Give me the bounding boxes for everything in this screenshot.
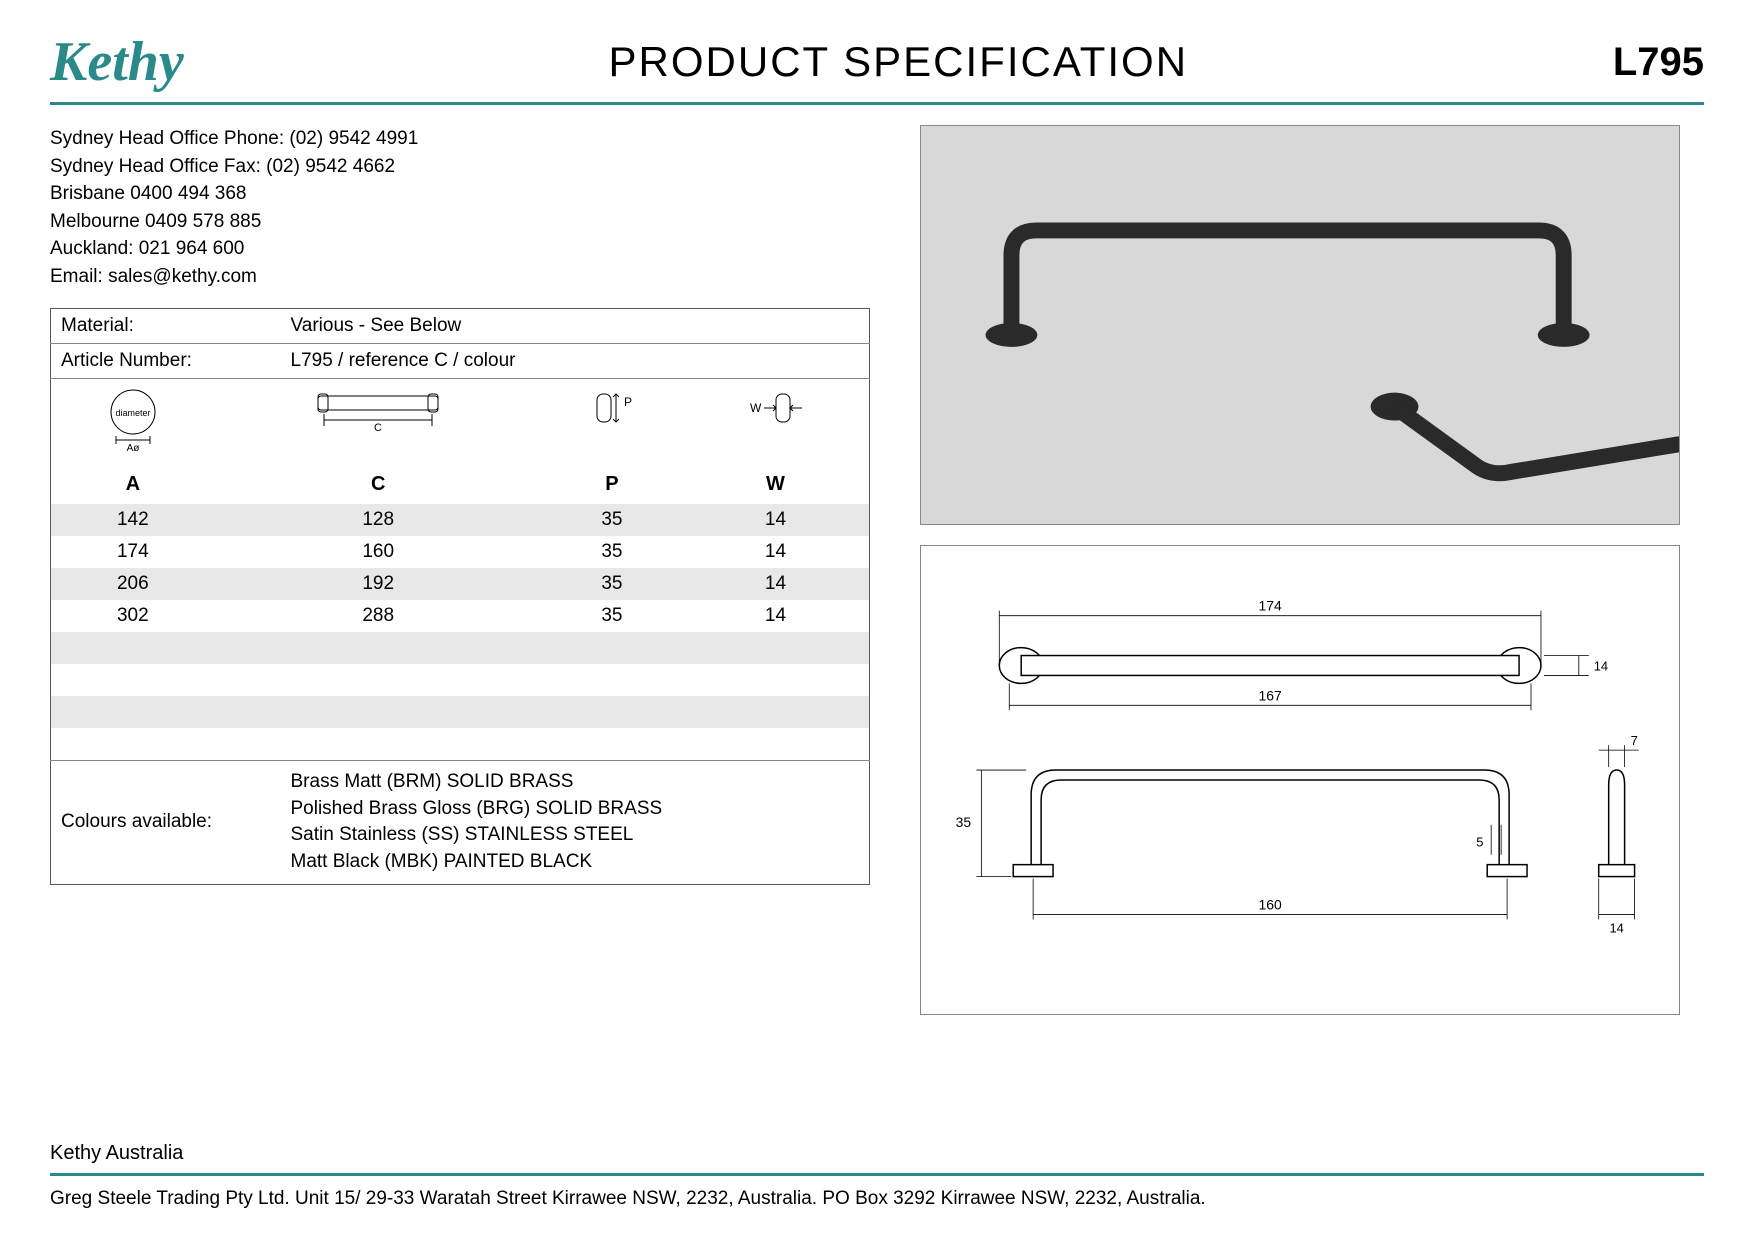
cell: 14: [682, 568, 869, 600]
cell: 174: [51, 536, 215, 568]
colour-option: Matt Black (MBK) PAINTED BLACK: [291, 849, 860, 876]
svg-text:14: 14: [1609, 920, 1623, 935]
cell: 288: [215, 600, 542, 632]
cell: 35: [542, 600, 682, 632]
svg-text:174: 174: [1258, 598, 1282, 614]
cell: 35: [542, 568, 682, 600]
cell: 14: [682, 504, 869, 536]
svg-text:Aø: Aø: [126, 443, 139, 454]
svg-text:14: 14: [1594, 658, 1608, 673]
spec-table: Material: Various - See Below Article Nu…: [50, 308, 870, 884]
cell: 160: [215, 536, 542, 568]
dim-row: [51, 632, 869, 664]
contact-line: Brisbane 0400 494 368: [50, 180, 870, 208]
length-c-icon: C: [215, 379, 542, 465]
table-row: Material: Various - See Below: [51, 309, 870, 344]
icon-row: diameter Aø: [51, 379, 869, 465]
svg-text:P: P: [624, 395, 632, 409]
colour-option: Satin Stainless (SS) STAINLESS STEEL: [291, 822, 860, 849]
width-w-icon: W: [682, 379, 869, 465]
contact-line: Sydney Head Office Phone: (02) 9542 4991: [50, 125, 870, 153]
colour-option: Brass Matt (BRM) SOLID BRASS: [291, 769, 860, 796]
product-code: L795: [1613, 40, 1704, 85]
cell: 35: [542, 504, 682, 536]
dim-row: [51, 664, 869, 696]
cell: 14: [682, 536, 869, 568]
brand-logo: Kethy: [50, 30, 184, 94]
colours-label: Colours available:: [51, 761, 281, 884]
table-row: Article Number: L795 / reference C / col…: [51, 344, 870, 379]
dim-row: [51, 696, 869, 728]
material-label: Material:: [51, 309, 281, 344]
colour-option: Polished Brass Gloss (BRG) SOLID BRASS: [291, 796, 860, 823]
footer-address: Greg Steele Trading Pty Ltd. Unit 15/ 29…: [50, 1188, 1704, 1210]
svg-text:C: C: [374, 422, 382, 434]
right-column: 174 14 167 35 5: [920, 125, 1680, 1015]
cell: 206: [51, 568, 215, 600]
dim-row: 302 288 35 14: [51, 600, 869, 632]
article-label: Article Number:: [51, 344, 281, 379]
material-value: Various - See Below: [281, 309, 870, 344]
contact-line: Auckland: 021 964 600: [50, 235, 870, 263]
technical-drawing: 174 14 167 35 5: [920, 545, 1680, 1015]
dim-row: 174 160 35 14: [51, 536, 869, 568]
contact-info: Sydney Head Office Phone: (02) 9542 4991…: [50, 125, 870, 290]
footer-brand: Kethy Australia: [50, 1142, 1704, 1176]
col-header: W: [682, 465, 869, 504]
cell: 142: [51, 504, 215, 536]
diameter-icon: diameter Aø: [51, 379, 215, 465]
cell: 128: [215, 504, 542, 536]
cell: 35: [542, 536, 682, 568]
projection-p-icon: P: [542, 379, 682, 465]
dim-row: 142 128 35 14: [51, 504, 869, 536]
svg-text:167: 167: [1258, 687, 1282, 703]
page-title: PRODUCT SPECIFICATION: [609, 38, 1189, 86]
svg-text:35: 35: [956, 814, 972, 830]
cell: 302: [51, 600, 215, 632]
colours-options: Brass Matt (BRM) SOLID BRASS Polished Br…: [281, 761, 870, 884]
cell: 192: [215, 568, 542, 600]
dim-row: [51, 728, 869, 760]
contact-line: Email: sales@kethy.com: [50, 263, 870, 291]
contact-line: Melbourne 0409 578 885: [50, 208, 870, 236]
content-area: Sydney Head Office Phone: (02) 9542 4991…: [50, 125, 1704, 1015]
svg-text:160: 160: [1258, 896, 1282, 912]
dim-row: 206 192 35 14: [51, 568, 869, 600]
col-header: P: [542, 465, 682, 504]
article-value: L795 / reference C / colour: [281, 344, 870, 379]
contact-line: Sydney Head Office Fax: (02) 9542 4662: [50, 153, 870, 181]
dim-header-row: A C P W: [51, 465, 869, 504]
svg-text:5: 5: [1476, 835, 1483, 850]
footer: Kethy Australia Greg Steele Trading Pty …: [50, 1142, 1704, 1210]
col-header: C: [215, 465, 542, 504]
col-header: A: [51, 465, 215, 504]
product-photo: [920, 125, 1680, 525]
left-column: Sydney Head Office Phone: (02) 9542 4991…: [50, 125, 870, 1015]
colours-row: Colours available: Brass Matt (BRM) SOLI…: [51, 761, 870, 884]
svg-text:diameter: diameter: [115, 408, 150, 418]
svg-text:W: W: [750, 401, 762, 415]
svg-text:7: 7: [1631, 733, 1638, 748]
diagram-icons-row: diameter Aø: [51, 379, 870, 761]
cell: 14: [682, 600, 869, 632]
header: Kethy PRODUCT SPECIFICATION L795: [50, 30, 1704, 105]
